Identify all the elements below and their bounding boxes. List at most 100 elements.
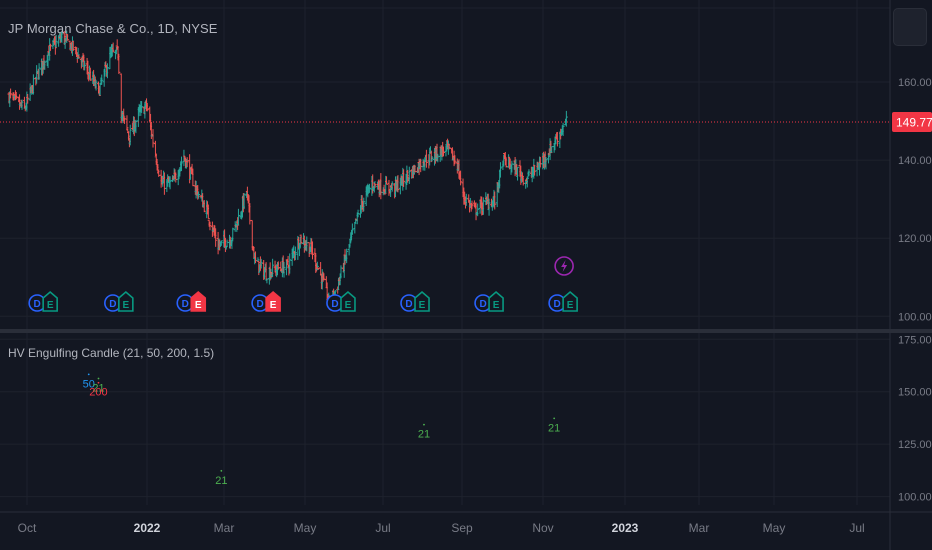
indicator-tick-label: 150.00 [898, 387, 932, 399]
ohlc-bar [353, 222, 357, 234]
ohlc-bar [527, 169, 531, 177]
ohlc-bar [315, 261, 319, 271]
ohlc-bar [66, 33, 70, 41]
earnings-letter: E [195, 300, 202, 311]
ohlc-bar [151, 129, 155, 148]
ohlc-bar [516, 166, 520, 181]
signal-dot [423, 423, 425, 426]
ohlc-bar [76, 47, 80, 59]
ohlc-bar [111, 42, 115, 53]
ohlc-bar [94, 79, 98, 91]
signal-marker-21: 21 [418, 423, 430, 441]
ohlc-bar [345, 248, 349, 264]
ohlc-bar [367, 183, 371, 193]
ohlc-bar [271, 258, 275, 278]
ohlc-bar [236, 208, 240, 226]
ohlc-bar [168, 176, 172, 190]
time-tick-label: 2022 [134, 521, 161, 535]
ohlc-bar [385, 176, 389, 185]
indicator-tick-label: 175.00 [898, 334, 932, 346]
last-price-label: 149.77 [896, 115, 932, 129]
time-tick-label: Mar [214, 521, 235, 535]
earnings-icon [414, 290, 430, 312]
earnings-letter: E [419, 300, 426, 311]
ohlc-bar [474, 202, 478, 221]
ohlc-bar [487, 198, 491, 216]
dividend-letter: D [405, 299, 412, 310]
ohlc-bar [145, 102, 149, 112]
ohlc-bar [561, 122, 565, 137]
signal-label: 50 [83, 378, 95, 390]
dividend-letter: D [256, 299, 263, 310]
ohlc-bar [498, 162, 502, 178]
ohlc-bar [447, 143, 451, 150]
earnings-icon [190, 290, 207, 312]
ohlc-bar [459, 170, 463, 186]
dividend-letter: D [34, 299, 41, 310]
signal-marker-50: 50 [83, 373, 95, 390]
time-tick-label: Sep [451, 521, 473, 535]
ohlc-bar [299, 234, 303, 245]
ohlc-bar [396, 175, 400, 193]
ohlc-bar [20, 99, 24, 110]
ohlc-bar [208, 221, 212, 231]
price-tick-label: 140.00 [898, 155, 932, 167]
signal-label: 21 [418, 429, 430, 441]
ohlc-bar [202, 200, 206, 213]
chart-settings-button[interactable] [893, 8, 927, 46]
ohlc-bar [555, 131, 559, 147]
dividend-letter: D [479, 299, 486, 310]
signal-marker-21: 21 [548, 417, 560, 434]
ohlc-bar [402, 169, 406, 188]
ohlc-bar [37, 63, 41, 80]
ohlc-bar [53, 35, 57, 55]
ohlc-bar [43, 60, 47, 70]
ohlc-bar [476, 203, 480, 217]
ohlc-bar [122, 108, 126, 122]
time-tick-label: Nov [532, 521, 553, 535]
signal-dot [97, 377, 100, 380]
ohlc-bar [140, 101, 144, 113]
ohlc-bar [105, 63, 109, 79]
earnings-icon [118, 290, 134, 312]
signal-dot [553, 417, 556, 420]
ohlc-bar [9, 88, 13, 99]
ohlc-bar [197, 191, 201, 199]
ohlc-bar [128, 124, 132, 146]
last-price-label-bg [892, 111, 932, 132]
ohlc-bar [88, 67, 92, 81]
dividend-letter: D [553, 299, 560, 310]
ohlc-bar [83, 60, 87, 71]
time-tick-label: Jul [849, 521, 864, 535]
ohlc-bar [464, 193, 468, 206]
signal-dot [87, 373, 90, 376]
ohlc-bar [206, 204, 210, 220]
indicator-tick-label: 100.00 [898, 492, 932, 504]
signal-label: 200 [89, 387, 107, 399]
signal-label: 21 [548, 422, 560, 434]
dividend-letter: D [182, 299, 189, 310]
time-tick-label: 2023 [612, 521, 639, 535]
signal-marker-21: 21 [92, 377, 105, 395]
ohlc-bar [214, 228, 218, 247]
flash-icon[interactable] [554, 256, 574, 276]
earnings-icon [340, 290, 356, 312]
ohlc-bar [293, 246, 297, 261]
ohlc-bar [310, 241, 314, 260]
price-tick-label: 160.00 [898, 77, 932, 89]
ohlc-bar [125, 115, 129, 131]
ohlc-bar [307, 242, 311, 257]
ohlc-bar [259, 258, 263, 269]
earnings-letter: E [122, 300, 129, 311]
ohlc-bar [179, 156, 183, 172]
signal-dot [220, 469, 223, 472]
